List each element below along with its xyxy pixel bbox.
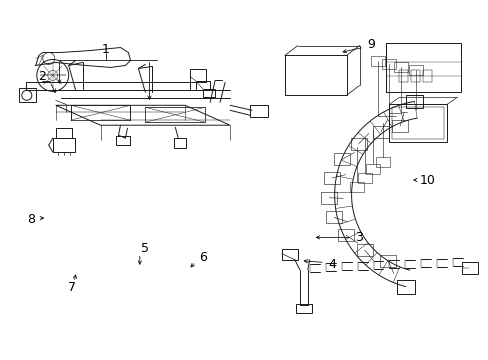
Bar: [357, 173, 371, 183]
Bar: [410, 71, 420, 82]
Bar: [388, 104, 447, 142]
Bar: [196, 81, 210, 90]
Bar: [249, 105, 267, 117]
Bar: [203, 89, 215, 97]
Text: 5: 5: [141, 242, 148, 255]
Bar: [391, 120, 407, 132]
Bar: [350, 138, 366, 149]
Bar: [324, 172, 339, 184]
Bar: [190, 69, 206, 82]
Bar: [281, 249, 297, 260]
Text: 4: 4: [327, 258, 335, 271]
Bar: [396, 280, 414, 293]
Bar: [382, 59, 396, 69]
Bar: [333, 153, 349, 165]
Text: 6: 6: [199, 251, 206, 264]
Text: 8: 8: [27, 213, 35, 226]
Text: 3: 3: [354, 231, 362, 244]
Bar: [372, 126, 388, 138]
Bar: [392, 107, 443, 139]
Bar: [386, 42, 460, 92]
Bar: [325, 211, 342, 223]
Bar: [461, 262, 477, 274]
Text: 2: 2: [39, 69, 46, 82]
Bar: [399, 71, 407, 82]
Bar: [285, 55, 346, 95]
Text: 1: 1: [102, 42, 109, 55]
Text: 7: 7: [67, 281, 76, 294]
Bar: [338, 229, 353, 241]
Bar: [370, 56, 384, 66]
Bar: [295, 303, 311, 314]
Bar: [405, 95, 423, 108]
Bar: [174, 138, 186, 148]
Bar: [116, 136, 130, 145]
Bar: [350, 183, 364, 192]
Bar: [423, 71, 431, 82]
Bar: [56, 128, 72, 138]
Text: 10: 10: [418, 174, 434, 186]
Bar: [356, 244, 372, 256]
Bar: [375, 157, 389, 167]
Bar: [366, 165, 379, 175]
Bar: [379, 255, 395, 267]
Bar: [393, 62, 407, 72]
Bar: [53, 138, 75, 152]
Text: 9: 9: [366, 38, 374, 51]
Bar: [321, 192, 337, 204]
Bar: [408, 65, 422, 75]
